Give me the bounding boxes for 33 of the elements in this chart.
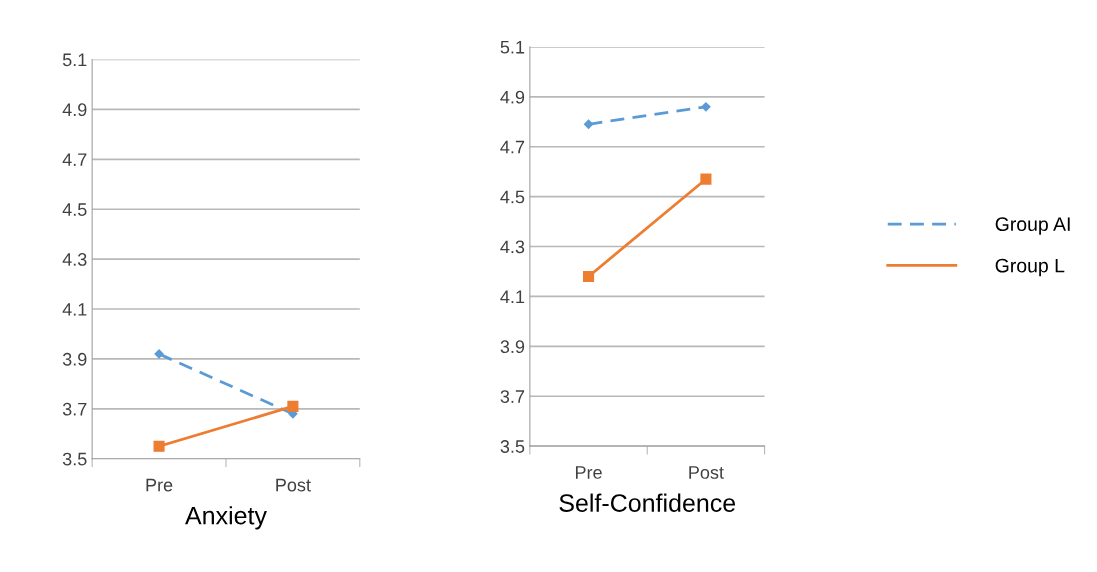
y-tick-label: 4.7 (500, 140, 525, 154)
point (287, 400, 299, 412)
legend-label: Group AI (995, 217, 1070, 235)
point (700, 173, 712, 185)
y-tick-label: 4.3 (500, 240, 525, 254)
y-tick-label: 4.1 (500, 290, 525, 303)
x-axis-title: Self-Confidence (559, 493, 736, 512)
x-tick-label: Pre (575, 466, 602, 479)
point (582, 270, 595, 283)
x-axis-title: Anxiety (185, 506, 267, 530)
x-tick-label: Post (689, 466, 724, 479)
y-tick-label: 4.9 (62, 103, 87, 117)
y-tick-label: 3.5 (62, 452, 87, 466)
legend-label: Group L (995, 258, 1065, 277)
point (154, 349, 164, 359)
y-tick-label: 3.9 (500, 340, 525, 354)
point (583, 119, 594, 129)
point (153, 440, 165, 452)
y-tick-label: 3.7 (62, 402, 87, 416)
y-tick-label: 4.3 (62, 253, 87, 266)
y-tick-label: 4.5 (62, 203, 87, 216)
y-tick-label: 4.5 (500, 190, 525, 204)
y-tick-label: 5.1 (62, 53, 87, 67)
y-tick-label: 5.1 (500, 41, 525, 54)
x-tick-label: Post (276, 478, 311, 492)
y-tick-label: 3.5 (500, 440, 525, 453)
point (701, 102, 711, 112)
y-tick-label: 4.7 (62, 153, 87, 166)
x-tick-label: Pre (146, 478, 173, 492)
y-tick-label: 4.9 (500, 90, 525, 104)
y-tick-label: 3.7 (500, 390, 525, 403)
y-tick-label: 3.9 (62, 352, 87, 366)
y-tick-label: 4.1 (62, 303, 87, 316)
